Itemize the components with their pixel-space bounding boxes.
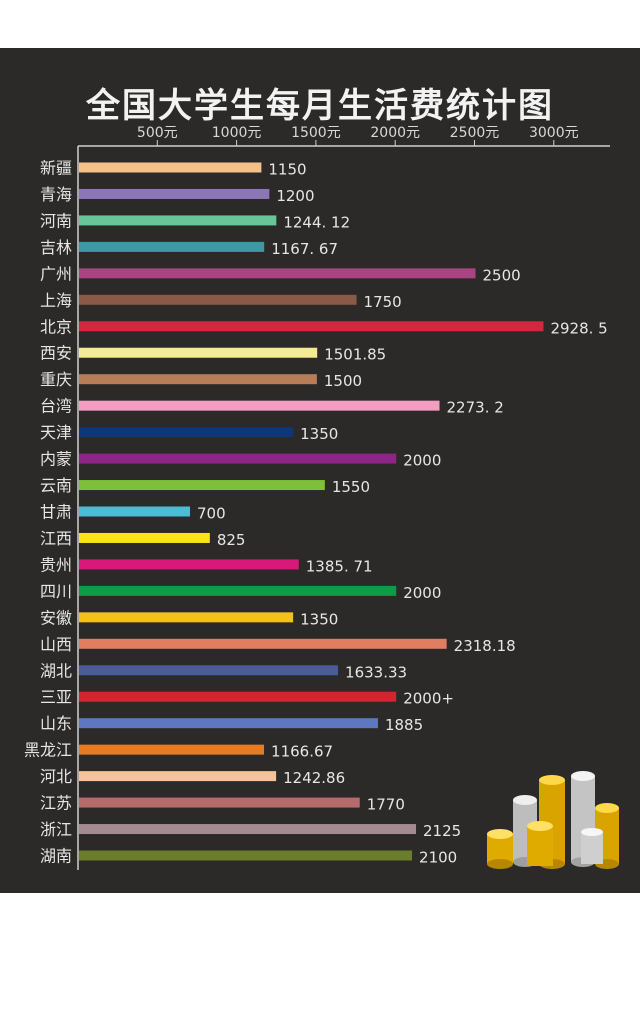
- category-label: 四川: [40, 582, 72, 601]
- value-label: 1200: [276, 187, 314, 205]
- bar: [79, 824, 417, 835]
- x-tick-label: 2000元: [370, 125, 420, 141]
- bar: [79, 400, 440, 411]
- value-label: 2318.18: [454, 637, 516, 655]
- category-label: 上海: [40, 291, 72, 310]
- bar: [79, 638, 447, 649]
- value-label: 1242.86: [283, 769, 345, 787]
- x-tick-label: 500元: [137, 125, 178, 141]
- bar: [79, 506, 191, 517]
- value-label: 1350: [300, 610, 338, 628]
- bar: [79, 241, 265, 252]
- category-label: 浙江: [40, 820, 72, 839]
- category-label: 山东: [40, 714, 72, 733]
- value-label: 2273. 2: [447, 399, 504, 417]
- category-label: 云南: [40, 476, 72, 495]
- category-label: 北京: [40, 317, 72, 336]
- category-label: 三亚: [40, 688, 72, 707]
- bar: [79, 188, 270, 199]
- bar: [79, 427, 294, 438]
- coins-illustration: [487, 771, 619, 869]
- bar: [79, 532, 210, 543]
- bar: [79, 374, 317, 385]
- category-label: 河南: [40, 211, 72, 230]
- category-label: 湖北: [40, 661, 72, 680]
- category-label: 广州: [40, 264, 72, 283]
- value-label: 1550: [332, 478, 370, 496]
- value-label: 2928. 5: [550, 319, 607, 337]
- bar: [79, 850, 413, 861]
- category-label: 甘肃: [40, 503, 72, 522]
- value-label: 1385. 71: [306, 557, 373, 575]
- bar: [79, 480, 325, 491]
- value-label: 1350: [300, 425, 338, 443]
- bar: [79, 665, 339, 676]
- value-label: 1770: [367, 796, 405, 814]
- value-label: 1167. 67: [271, 240, 338, 258]
- bar: [79, 453, 397, 464]
- bar: [79, 268, 476, 279]
- category-label: 内蒙: [40, 450, 72, 469]
- value-label: 2100: [419, 849, 457, 867]
- x-tick-label: 3000元: [529, 125, 579, 141]
- bar: [79, 691, 397, 702]
- bar: [79, 797, 360, 808]
- value-label: 2000+: [403, 690, 454, 708]
- value-label: 1150: [268, 161, 306, 179]
- value-label: 2000: [403, 452, 441, 470]
- category-label: 河北: [40, 767, 72, 786]
- coin-stacks: [487, 771, 619, 869]
- x-tick-label: 1000元: [212, 125, 262, 141]
- value-label: 1501.85: [324, 346, 386, 364]
- value-label: 700: [197, 505, 226, 523]
- category-label: 山西: [40, 635, 72, 654]
- value-label: 1750: [364, 293, 402, 311]
- category-label: 湖南: [40, 847, 72, 866]
- bar: [79, 559, 299, 570]
- category-label: 安徽: [40, 608, 72, 627]
- category-label: 青海: [40, 185, 72, 204]
- bar: [79, 718, 378, 729]
- x-tick-label: 1500元: [291, 125, 341, 141]
- category-label: 江苏: [40, 794, 72, 813]
- x-tick-label: 2500元: [450, 125, 500, 141]
- value-label: 1885: [385, 716, 423, 734]
- value-label: 2125: [423, 822, 461, 840]
- category-label: 新疆: [40, 159, 72, 178]
- chart-title: 全国大学生每月生活费统计图: [86, 86, 554, 126]
- value-label: 2000: [403, 584, 441, 602]
- category-label: 西安: [40, 344, 72, 363]
- category-label: 重庆: [40, 370, 72, 389]
- category-label: 贵州: [40, 555, 72, 574]
- bar: [79, 771, 277, 782]
- value-label: 2500: [483, 266, 521, 284]
- value-label: 1244. 12: [283, 213, 350, 231]
- bar: [79, 215, 277, 226]
- category-label: 吉林: [40, 238, 72, 257]
- value-label: 1500: [324, 372, 362, 390]
- bar: [79, 347, 318, 358]
- value-label: 1633.33: [345, 663, 407, 681]
- value-label: 1166.67: [271, 743, 333, 761]
- bar: [79, 744, 265, 755]
- bar: [79, 294, 357, 305]
- category-label: 江西: [40, 529, 72, 548]
- category-label: 黑龙江: [24, 741, 72, 760]
- category-label: 天津: [40, 423, 72, 442]
- bar: [79, 585, 397, 596]
- bar: [79, 162, 262, 173]
- category-label: 台湾: [40, 397, 72, 416]
- value-label: 825: [217, 531, 246, 549]
- bar: [79, 612, 294, 623]
- bar: [79, 321, 544, 332]
